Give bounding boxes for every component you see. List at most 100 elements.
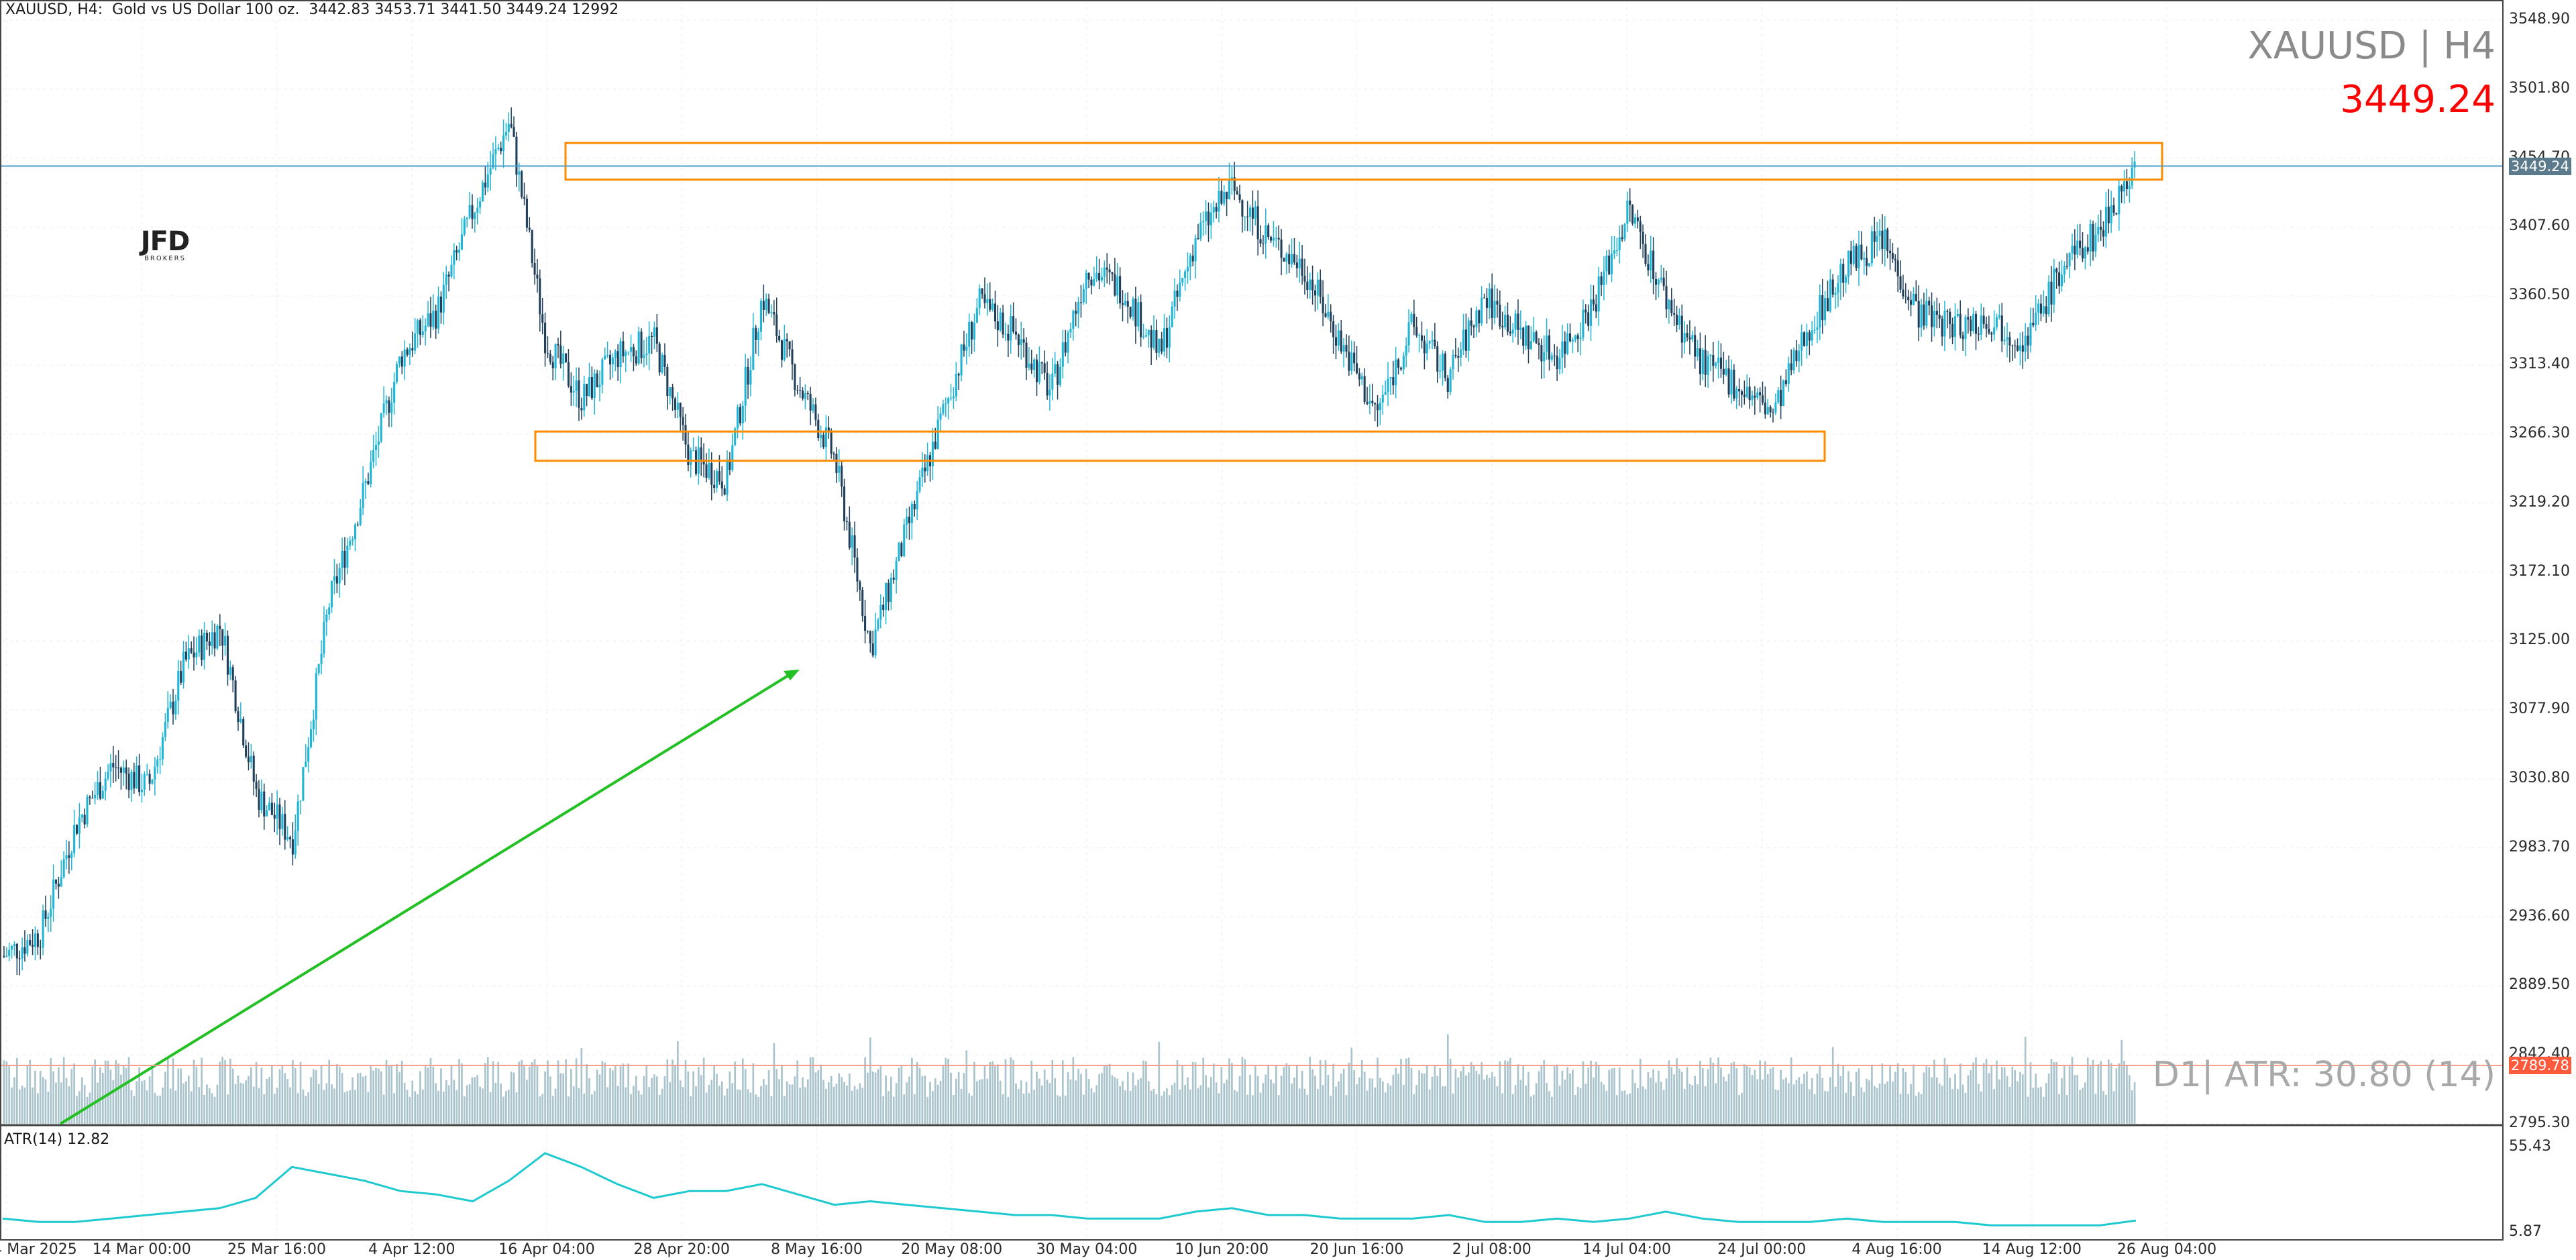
candle-body [492, 154, 494, 168]
volume-bar [435, 1083, 437, 1124]
volume-bar [1834, 1086, 1837, 1124]
volume-bar [372, 1070, 374, 1124]
candle-body [718, 471, 720, 482]
support-zone[interactable] [534, 430, 1826, 462]
volume-bar [52, 1071, 54, 1124]
candle-body [666, 366, 669, 397]
candle-body [273, 815, 276, 819]
candle-body [559, 345, 562, 364]
volume-bar [1613, 1067, 1615, 1124]
volume-bar [1954, 1073, 1956, 1124]
volume-bar [1038, 1078, 1040, 1124]
price-tick-label: 3125.00 [2509, 631, 2570, 649]
candle-body [395, 364, 398, 382]
candle-body [1161, 338, 1163, 352]
candle-body [572, 390, 575, 393]
candle-body [1057, 364, 1059, 385]
volume-bar [1496, 1086, 1499, 1124]
candle-body [1478, 310, 1481, 324]
candle-body [1558, 358, 1561, 370]
volume-bar [1397, 1073, 1399, 1124]
volume-bar [1238, 1075, 1241, 1124]
volume-bar [1015, 1083, 1017, 1124]
volume-bar [1595, 1061, 1597, 1124]
candle-body [1910, 300, 1913, 305]
volume-bar [1811, 1078, 1813, 1124]
volume-bar [177, 1068, 180, 1124]
candle-body [266, 810, 268, 817]
candle-body [775, 314, 778, 336]
volume-bar [1377, 1057, 1379, 1124]
volume-bar [1873, 1086, 1876, 1124]
candle-body [2029, 323, 2032, 346]
volume-bar [1611, 1068, 1613, 1124]
resistance-zone[interactable] [564, 142, 2163, 181]
volume-bar [1030, 1061, 1033, 1124]
candle-body [432, 311, 435, 327]
candle-body [1085, 272, 1087, 289]
candle-body [1140, 302, 1142, 337]
volume-bar [5, 1061, 8, 1124]
candle-body [450, 264, 453, 277]
volume-bar [307, 1092, 310, 1124]
candle-body [1462, 329, 1465, 350]
candle-body [1613, 250, 1615, 254]
candle-body [1915, 294, 1917, 301]
volume-bar [104, 1060, 107, 1124]
volume-bar [1158, 1041, 1161, 1124]
volume-bar [479, 1086, 481, 1124]
volume-bar [2006, 1076, 2008, 1124]
candle-body [1345, 345, 1348, 352]
candle-body [1220, 191, 1223, 204]
volume-bar [1465, 1075, 1467, 1124]
price-tick-label: 3077.90 [2509, 700, 2570, 718]
candle-body [924, 467, 926, 472]
candle-body [299, 800, 302, 802]
volume-bar [799, 1088, 801, 1124]
volume-bar [723, 1095, 726, 1124]
volume-bar [1181, 1065, 1184, 1124]
volume-bar [1553, 1065, 1556, 1124]
candle-body [2060, 274, 2063, 286]
candle-body [174, 700, 177, 715]
time-tick-label: 20 Jun 16:00 [1309, 1241, 1404, 1258]
volume-bar [382, 1094, 385, 1124]
zone-rectangles[interactable] [534, 142, 2163, 462]
candle-body [1654, 279, 1658, 285]
volume-bar [916, 1061, 918, 1124]
volume-bar [357, 1073, 359, 1124]
candle-body [177, 671, 180, 701]
volume-bar [310, 1077, 312, 1124]
candle-body [2079, 240, 2082, 248]
volume-bar [536, 1065, 539, 1124]
volume-bar [672, 1059, 674, 1124]
volume-bar [871, 1071, 874, 1124]
volume-bar [62, 1057, 65, 1124]
volume-bar [1673, 1074, 1675, 1124]
candle-body [70, 853, 73, 858]
trend-arrow[interactable] [59, 673, 792, 1125]
candle-body [1051, 373, 1054, 390]
volume-bar [934, 1078, 936, 1124]
candle-body [1215, 207, 1218, 212]
volume-bar [419, 1071, 421, 1124]
volume-bar [1061, 1060, 1064, 1124]
candle-body [1420, 335, 1424, 341]
candle-body [78, 817, 80, 834]
candle-body [601, 359, 604, 385]
volume-bar [8, 1065, 11, 1124]
volume-bar [747, 1089, 749, 1124]
candle-body [453, 250, 455, 265]
candle-body [895, 560, 898, 580]
candle-body [1816, 327, 1819, 330]
candle-body [869, 631, 871, 643]
candle-body [302, 767, 305, 801]
volume-bar [908, 1076, 910, 1124]
volume-bar [193, 1059, 195, 1124]
volume-bar [1847, 1071, 1849, 1124]
volume-bar [616, 1086, 619, 1124]
volume-bar [1707, 1069, 1709, 1124]
volume-bar [500, 1084, 502, 1124]
volume-bar [1813, 1094, 1816, 1124]
